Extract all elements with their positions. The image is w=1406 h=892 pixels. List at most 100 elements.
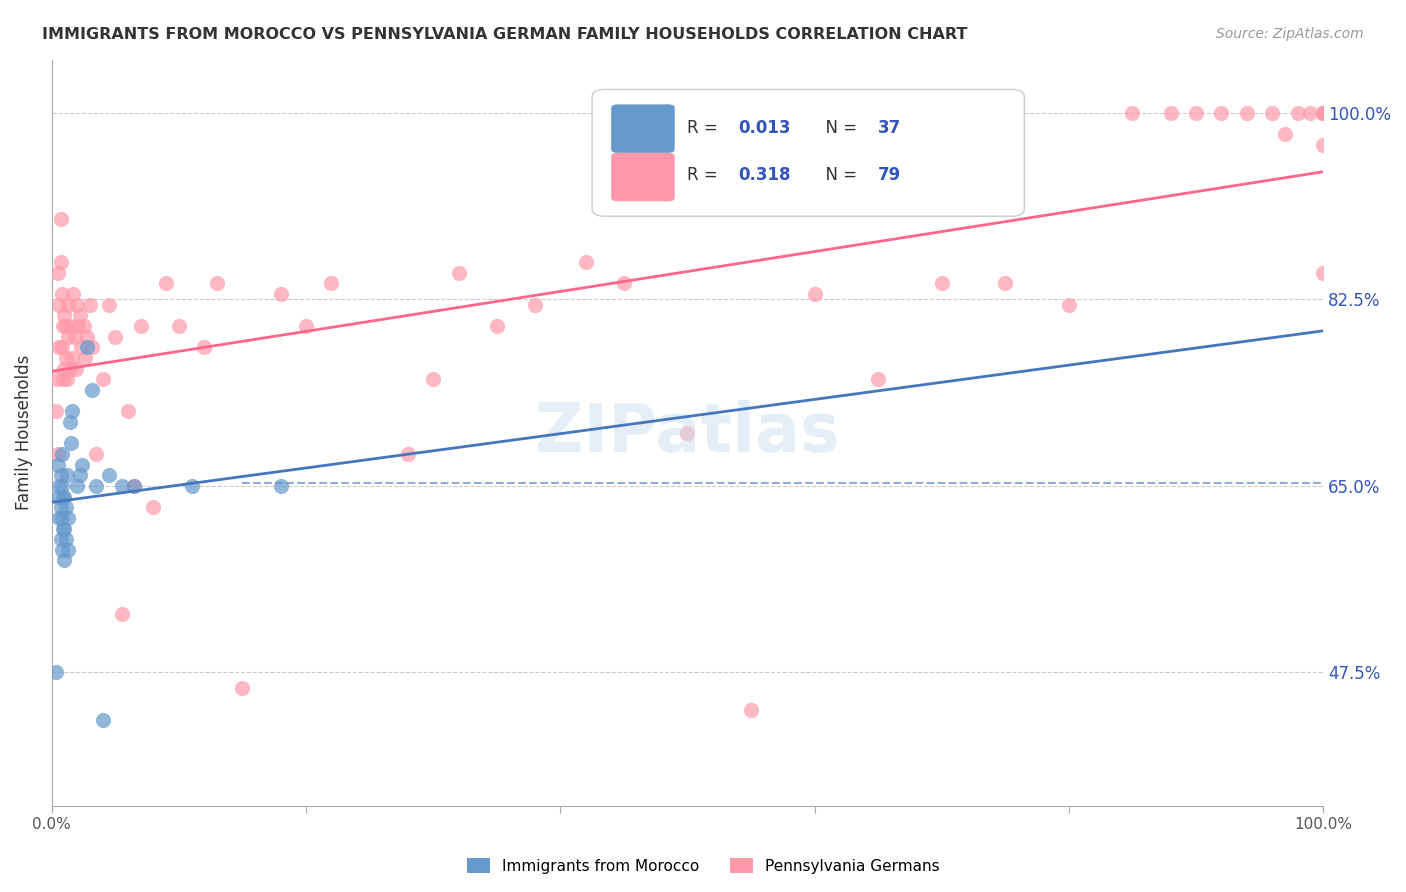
Point — [523, 298, 546, 312]
Point — [1211, 106, 1233, 120]
Point — [69, 309, 91, 323]
Point — [48, 479, 70, 493]
Point — [740, 703, 762, 717]
Point — [59, 319, 82, 334]
Legend: Immigrants from Morocco, Pennsylvania Germans: Immigrants from Morocco, Pennsylvania Ge… — [461, 852, 945, 880]
Point — [48, 340, 70, 354]
Point — [51, 340, 73, 354]
Point — [45, 665, 67, 680]
Text: R =: R = — [688, 120, 724, 137]
Point — [70, 340, 93, 354]
Point — [1274, 127, 1296, 141]
Point — [1299, 106, 1322, 120]
Point — [63, 329, 86, 343]
Point — [205, 277, 228, 291]
Point — [91, 714, 114, 728]
Point — [447, 266, 470, 280]
Point — [676, 425, 699, 440]
Point — [49, 468, 72, 483]
Point — [79, 298, 101, 312]
Point — [49, 500, 72, 515]
Text: Source: ZipAtlas.com: Source: ZipAtlas.com — [1216, 27, 1364, 41]
Point — [48, 511, 70, 525]
Point — [91, 372, 114, 386]
Point — [46, 490, 69, 504]
Point — [180, 479, 202, 493]
Point — [52, 522, 75, 536]
Text: R =: R = — [688, 166, 724, 185]
Point — [1312, 266, 1334, 280]
Point — [49, 212, 72, 227]
Point — [575, 255, 598, 269]
Point — [1121, 106, 1143, 120]
Text: N =: N = — [814, 120, 862, 137]
FancyBboxPatch shape — [592, 89, 1025, 216]
Point — [76, 329, 98, 343]
Point — [72, 319, 94, 334]
Point — [104, 329, 127, 343]
Point — [58, 361, 80, 376]
Point — [142, 500, 165, 515]
Point — [422, 372, 444, 386]
Point — [49, 255, 72, 269]
Point — [124, 479, 146, 493]
Point — [58, 511, 80, 525]
Point — [1312, 106, 1334, 120]
Point — [1312, 106, 1334, 120]
Point — [82, 383, 104, 397]
Point — [111, 607, 134, 621]
Point — [48, 298, 70, 312]
Point — [51, 447, 73, 461]
Point — [55, 319, 77, 334]
Point — [73, 351, 96, 365]
Point — [53, 309, 76, 323]
Point — [1236, 106, 1258, 120]
Point — [155, 277, 177, 291]
FancyBboxPatch shape — [612, 153, 675, 202]
Point — [51, 511, 73, 525]
Text: 0.318: 0.318 — [738, 166, 790, 185]
Point — [72, 458, 94, 472]
Point — [485, 319, 508, 334]
Point — [60, 404, 83, 418]
Point — [58, 298, 80, 312]
Text: IMMIGRANTS FROM MOROCCO VS PENNSYLVANIA GERMAN FAMILY HOUSEHOLDS CORRELATION CHA: IMMIGRANTS FROM MOROCCO VS PENNSYLVANIA … — [42, 27, 967, 42]
Point — [84, 447, 107, 461]
Point — [53, 553, 76, 567]
Point — [193, 340, 215, 354]
Point — [56, 468, 79, 483]
Point — [231, 681, 253, 696]
Point — [59, 436, 82, 450]
Point — [396, 447, 419, 461]
Text: 0.013: 0.013 — [738, 120, 790, 137]
Point — [295, 319, 318, 334]
Point — [76, 340, 98, 354]
Point — [1261, 106, 1284, 120]
Point — [65, 361, 87, 376]
Point — [270, 287, 292, 301]
Point — [111, 479, 134, 493]
Point — [49, 532, 72, 546]
Point — [62, 287, 84, 301]
Point — [45, 404, 67, 418]
Point — [167, 319, 190, 334]
Point — [58, 542, 80, 557]
Point — [52, 319, 75, 334]
Point — [82, 340, 104, 354]
Point — [84, 479, 107, 493]
Point — [51, 287, 73, 301]
Point — [69, 468, 91, 483]
FancyBboxPatch shape — [612, 104, 675, 153]
Point — [55, 500, 77, 515]
Point — [1160, 106, 1182, 120]
Point — [60, 351, 83, 365]
Point — [52, 490, 75, 504]
Point — [56, 372, 79, 386]
Point — [124, 479, 146, 493]
Point — [803, 287, 825, 301]
Point — [58, 329, 80, 343]
Point — [66, 298, 89, 312]
Point — [1312, 137, 1334, 152]
Point — [1057, 298, 1080, 312]
Point — [55, 532, 77, 546]
